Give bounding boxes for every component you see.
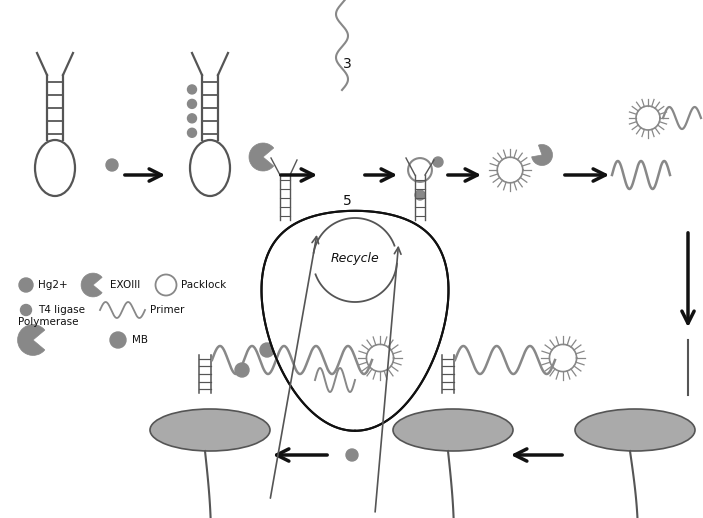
Text: 3: 3 (342, 57, 352, 71)
Circle shape (188, 99, 197, 108)
Wedge shape (81, 273, 102, 297)
Text: MB: MB (132, 335, 148, 345)
Circle shape (106, 159, 118, 171)
Circle shape (363, 334, 371, 342)
Text: Hg2+: Hg2+ (38, 280, 67, 290)
Circle shape (290, 363, 304, 377)
Circle shape (188, 114, 197, 123)
Text: EXOIII: EXOIII (110, 280, 141, 290)
Text: Packlock: Packlock (181, 280, 226, 290)
Circle shape (356, 344, 364, 352)
Circle shape (260, 343, 274, 357)
Text: Primer: Primer (150, 305, 184, 315)
Circle shape (333, 341, 341, 349)
Polygon shape (262, 211, 449, 431)
Text: 5: 5 (342, 194, 352, 208)
Text: Recycle: Recycle (330, 252, 380, 265)
Ellipse shape (575, 409, 695, 451)
Wedge shape (18, 325, 45, 355)
Circle shape (20, 305, 32, 315)
Circle shape (315, 341, 329, 355)
Wedge shape (249, 143, 273, 171)
Circle shape (346, 449, 358, 461)
Circle shape (415, 190, 425, 200)
Circle shape (343, 351, 351, 359)
Circle shape (235, 363, 249, 377)
Ellipse shape (393, 409, 513, 451)
Text: T4 ligase: T4 ligase (38, 305, 85, 315)
Circle shape (110, 332, 126, 348)
Circle shape (188, 128, 197, 137)
Ellipse shape (150, 409, 270, 451)
Circle shape (433, 157, 443, 167)
Circle shape (19, 278, 33, 292)
Wedge shape (531, 145, 553, 165)
Text: Polymerase: Polymerase (18, 317, 79, 327)
Circle shape (188, 85, 197, 94)
